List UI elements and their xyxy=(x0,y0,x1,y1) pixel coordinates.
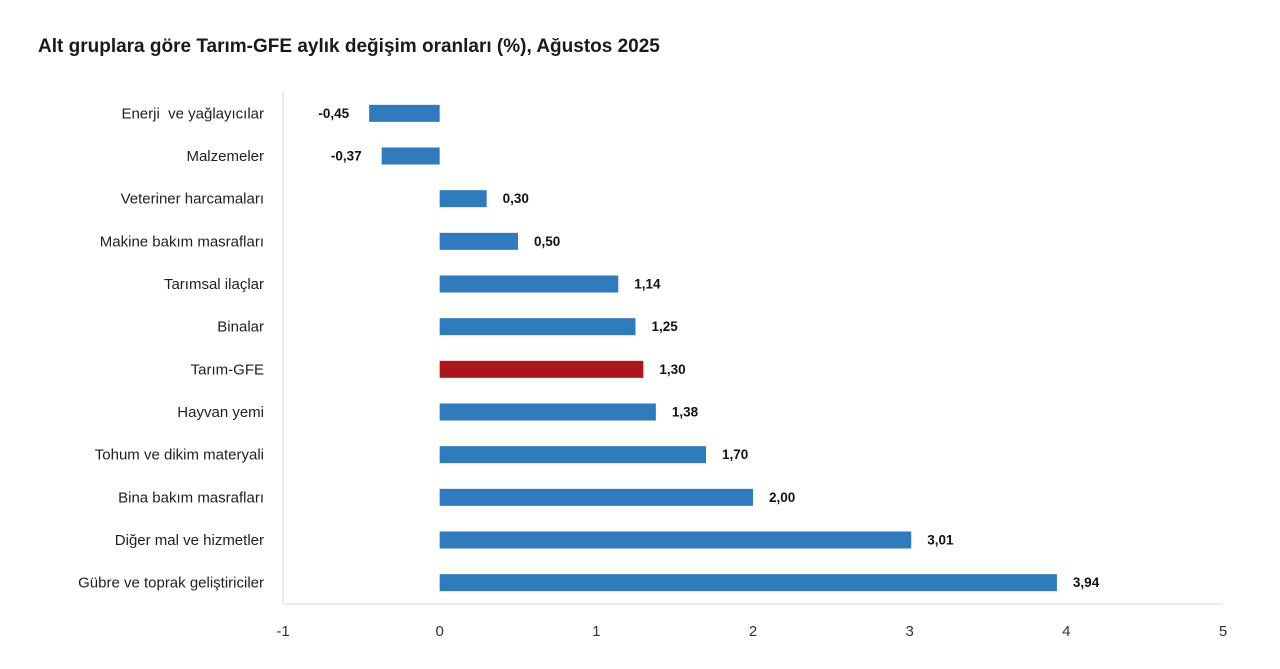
bar xyxy=(439,574,1057,592)
category-label: Veteriner harcamaları xyxy=(121,191,264,208)
bar xyxy=(381,147,440,165)
bar xyxy=(439,275,619,293)
category-label: Tarım-GFE xyxy=(191,361,264,378)
category-label: Bina bakım masrafları xyxy=(118,489,264,506)
bar xyxy=(439,190,487,208)
category-label: Hayvan yemi xyxy=(177,404,264,421)
category-label: Malzemeler xyxy=(186,148,264,165)
x-tick-label: 0 xyxy=(435,623,443,640)
bar xyxy=(439,318,636,336)
bar xyxy=(439,488,753,506)
category-label: Enerji ve yağlayıcılar xyxy=(121,105,264,122)
bar xyxy=(439,531,912,549)
category-label: Makine bakım masrafları xyxy=(100,233,264,250)
data-label: 1,38 xyxy=(672,405,699,420)
data-label: -0,37 xyxy=(331,149,362,164)
data-label: 1,70 xyxy=(722,447,748,462)
data-label: 3,94 xyxy=(1073,575,1100,590)
chart-title: Alt gruplara göre Tarım-GFE aylık değişi… xyxy=(38,36,660,57)
x-tick-label: 4 xyxy=(1062,623,1070,640)
bar xyxy=(369,104,440,122)
x-tick-label: -1 xyxy=(276,623,289,640)
bar xyxy=(439,446,706,464)
category-labels: Enerji ve yağlayıcılar Malzemeler Veterine… xyxy=(78,105,264,591)
category-label: Tohum ve dikim materyali xyxy=(95,447,264,464)
x-tick-label: 3 xyxy=(905,623,913,640)
data-label: 2,00 xyxy=(769,490,795,505)
chart-axes xyxy=(282,92,1223,605)
bar xyxy=(439,232,518,250)
x-tick-labels: -1 0 1 2 3 4 5 xyxy=(276,623,1227,640)
category-label: Tarımsal ilaçlar xyxy=(164,276,264,293)
data-label: 0,30 xyxy=(503,191,529,206)
bars-group xyxy=(369,104,1057,592)
category-label: Binalar xyxy=(217,319,264,336)
data-label: 1,14 xyxy=(634,277,661,292)
x-tick-label: 2 xyxy=(749,623,757,640)
category-label: Gübre ve toprak geliştiriciler xyxy=(78,575,264,592)
category-label: Diğer mal ve hizmetler xyxy=(115,532,264,549)
data-label: 1,25 xyxy=(652,319,679,334)
data-label: 3,01 xyxy=(927,533,954,548)
data-label: 0,50 xyxy=(534,234,560,249)
bar xyxy=(439,360,644,378)
x-tick-label: 1 xyxy=(592,623,600,640)
data-label: 1,30 xyxy=(659,362,685,377)
bar xyxy=(439,403,656,421)
x-tick-label: 5 xyxy=(1219,623,1227,640)
value-labels: -0,45 -0,37 0,30 0,50 1,14 1,25 1,30 1,38 1,70 2,… xyxy=(318,106,1099,590)
data-label: -0,45 xyxy=(318,106,349,121)
